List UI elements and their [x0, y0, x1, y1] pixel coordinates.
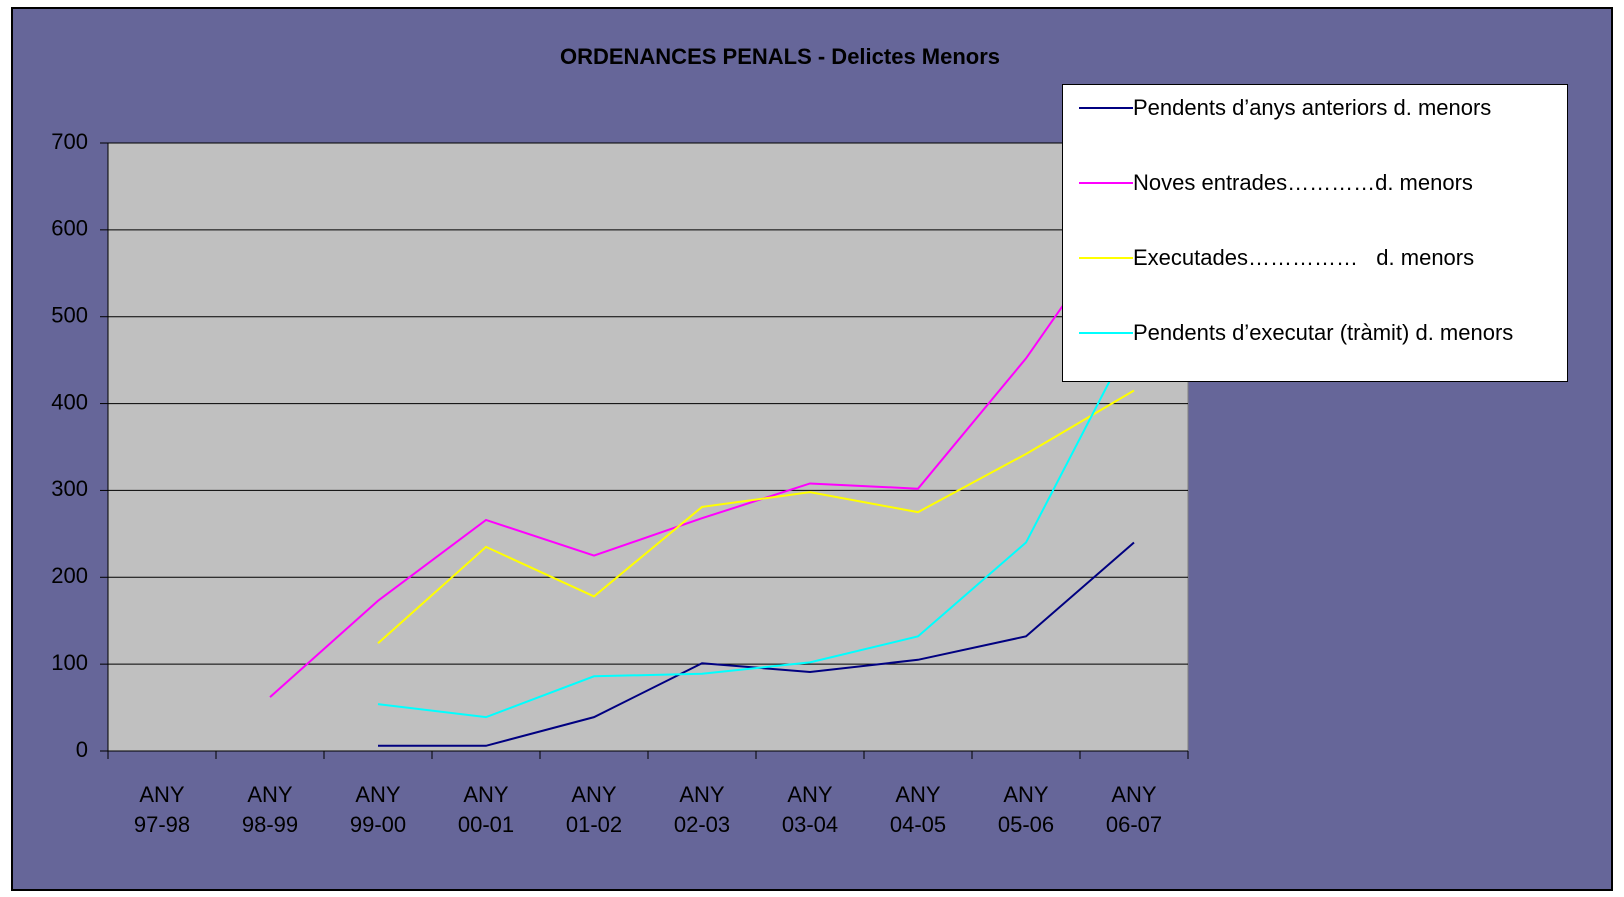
legend-label: Pendents d’executar (tràmit) d. menors	[1133, 320, 1514, 345]
legend-label: Pendents d’anys anteriors d. menors	[1133, 95, 1492, 120]
y-tick-label: 700	[51, 129, 88, 154]
legend: Pendents d’anys anteriors d. menors Noves…	[1062, 84, 1568, 382]
series-line	[269, 203, 1135, 698]
x-tick-label: ANY 01-02	[565, 782, 623, 837]
legend-swatch	[1079, 182, 1133, 184]
y-tick-label: 100	[51, 650, 88, 675]
legend-entry: Noves entrades…………d. menors	[1079, 170, 1563, 196]
x-tick-label: ANY 04-05	[889, 782, 947, 837]
legend-swatch	[1079, 107, 1133, 109]
y-tick-label: 600	[51, 216, 88, 241]
legend-entry: Pendents d’executar (tràmit) d. menors	[1079, 320, 1563, 346]
legend-swatch	[1079, 257, 1133, 259]
series-line	[377, 389, 1135, 645]
y-tick-label: 0	[76, 737, 88, 762]
series-line	[377, 333, 1135, 719]
x-tick-label: ANY 03-04	[781, 782, 839, 837]
x-tick-label: ANY 02-03	[673, 782, 731, 837]
x-tick-label: ANY 06-07	[1105, 782, 1163, 837]
legend-label: Noves entrades…………d. menors	[1133, 170, 1473, 195]
y-tick-label: 400	[51, 389, 88, 414]
x-tick-label: ANY 99-00	[349, 782, 407, 837]
x-tick-label: ANY 05-06	[997, 782, 1055, 837]
x-tick-label: ANY 98-99	[241, 782, 299, 837]
legend-swatch	[1079, 332, 1133, 334]
x-tick-label: ANY 00-01	[457, 782, 515, 837]
x-tick-label: ANY 97-98	[133, 782, 191, 837]
plot-area	[107, 142, 1189, 752]
legend-label: Executades…………… d. menors	[1133, 245, 1475, 270]
legend-entry: Pendents d’anys anteriors d. menors	[1079, 95, 1563, 121]
y-tick-label: 500	[51, 303, 88, 328]
y-tick-label: 200	[51, 563, 88, 588]
legend-entry: Executades…………… d. menors	[1079, 245, 1563, 271]
y-tick-label: 300	[51, 476, 88, 501]
chart-title: ORDENANCES PENALS - Delictes Menors	[560, 44, 1000, 69]
